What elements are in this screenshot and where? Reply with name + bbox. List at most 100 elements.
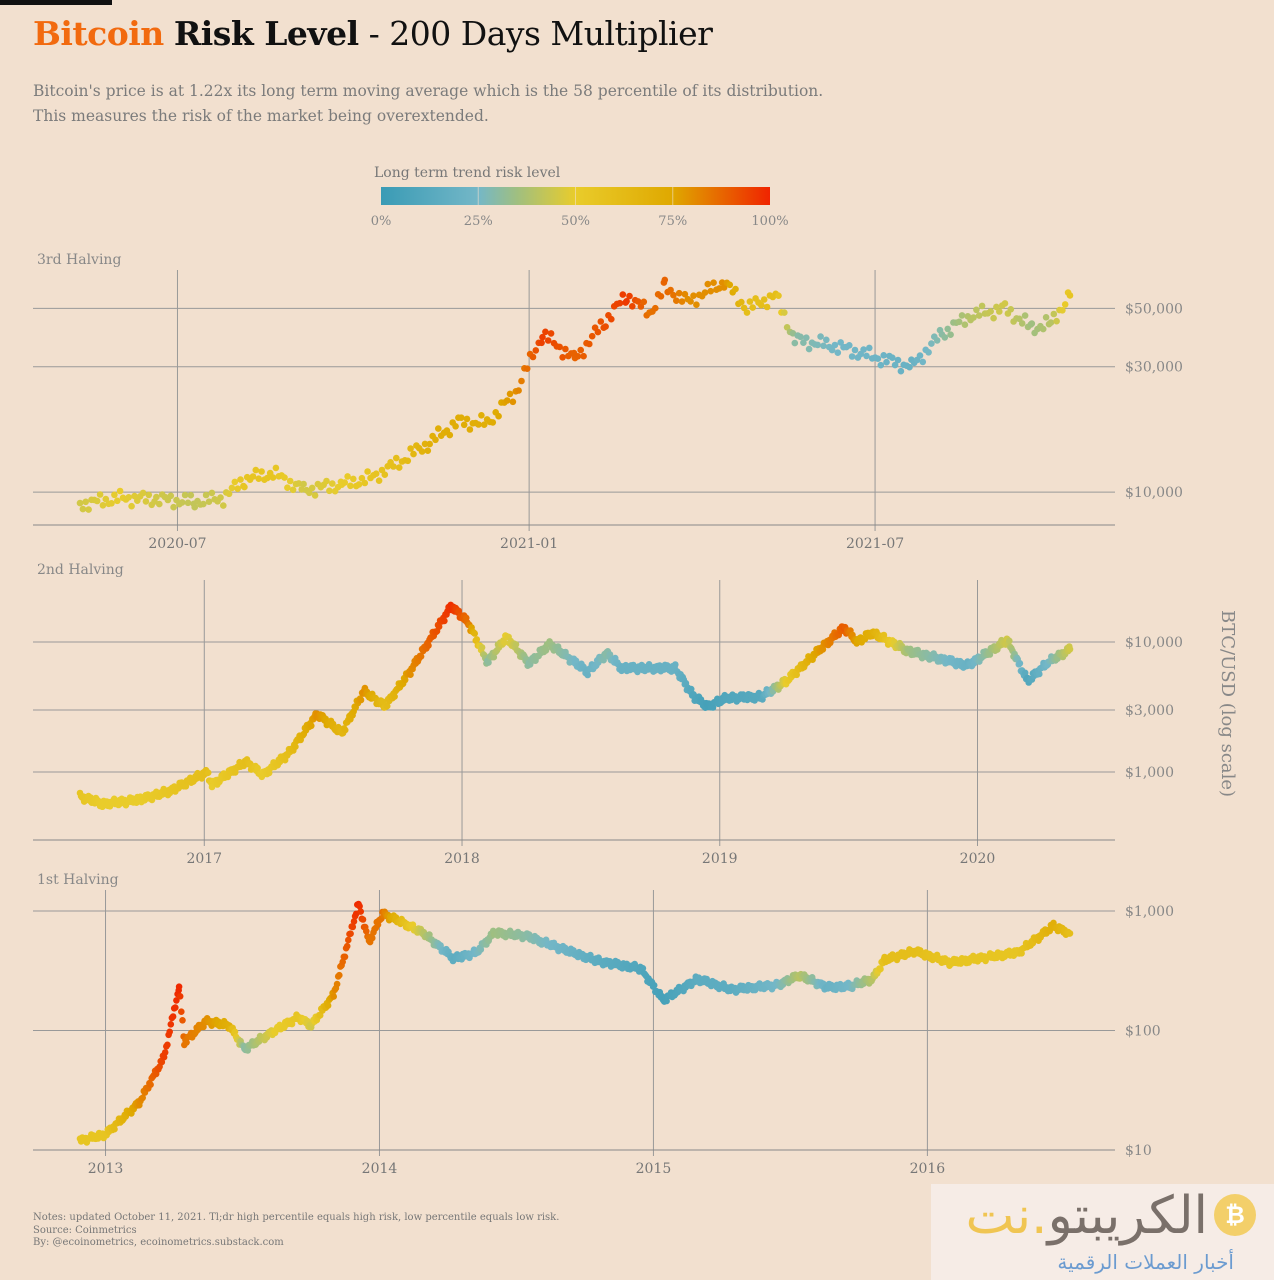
data-point xyxy=(1059,307,1066,314)
data-point xyxy=(202,491,210,499)
data-point xyxy=(350,475,357,483)
x-tick-label: 2016 xyxy=(910,1161,946,1177)
data-point xyxy=(358,474,366,482)
x-tick-label: 2020-07 xyxy=(148,536,206,552)
data-point xyxy=(425,642,432,649)
data-point xyxy=(640,298,648,306)
data-point xyxy=(435,623,443,630)
data-point xyxy=(846,342,853,349)
data-point xyxy=(167,492,175,500)
data-point xyxy=(170,503,177,511)
data-point xyxy=(401,676,409,684)
y-tick-label: $10,000 xyxy=(1125,635,1183,651)
data-point xyxy=(597,318,605,325)
data-point xyxy=(506,390,514,398)
data-point xyxy=(803,334,810,342)
data-point xyxy=(928,340,935,347)
data-point xyxy=(254,764,261,772)
data-point xyxy=(477,946,485,953)
data-point xyxy=(357,696,365,704)
data-point xyxy=(947,331,954,339)
data-point xyxy=(156,500,163,508)
data-point xyxy=(375,477,383,485)
data-point xyxy=(1066,930,1074,937)
data-point xyxy=(594,328,602,336)
data-point xyxy=(863,352,870,360)
data-point xyxy=(523,365,531,373)
data-point xyxy=(652,304,659,312)
x-tick-label: 2020 xyxy=(960,851,996,867)
data-point xyxy=(1016,660,1024,667)
data-point xyxy=(883,358,890,366)
data-point xyxy=(501,639,508,646)
data-point xyxy=(452,423,459,430)
data-point xyxy=(1006,637,1013,645)
data-point xyxy=(295,480,303,487)
data-point xyxy=(848,353,856,360)
data-point xyxy=(369,934,376,942)
data-point xyxy=(941,334,949,341)
data-point xyxy=(404,457,412,465)
data-point xyxy=(176,993,184,1000)
data-point xyxy=(820,342,827,350)
data-point xyxy=(99,502,107,509)
data-point xyxy=(333,980,341,988)
data-point xyxy=(432,436,439,444)
data-point xyxy=(220,502,227,509)
data-point xyxy=(916,352,924,359)
data-point xyxy=(572,657,580,665)
data-point xyxy=(580,352,587,360)
data-point xyxy=(349,923,357,931)
data-point xyxy=(1001,300,1009,307)
data-point xyxy=(1053,317,1060,325)
subtitle-line-2: This measures the risk of the market bei… xyxy=(33,107,489,125)
data-point xyxy=(623,298,630,305)
data-point xyxy=(891,361,899,369)
data-point xyxy=(281,474,288,481)
data-point xyxy=(255,475,262,483)
data-point xyxy=(463,415,471,423)
data-point xyxy=(743,309,751,316)
data-point xyxy=(512,641,520,648)
data-point xyxy=(529,353,537,361)
data-point xyxy=(466,426,474,433)
data-point xyxy=(184,499,192,507)
data-point xyxy=(503,397,511,404)
data-point xyxy=(793,671,800,679)
data-point xyxy=(169,1013,177,1020)
data-point xyxy=(153,493,160,501)
data-point xyxy=(661,276,669,284)
data-point xyxy=(125,494,132,501)
data-point xyxy=(532,347,540,354)
data-point xyxy=(1047,319,1055,326)
panel-title: 1st Halving xyxy=(37,872,119,888)
data-point xyxy=(205,498,213,506)
scatter-points xyxy=(76,276,1074,513)
data-point xyxy=(158,1058,166,1066)
data-point xyxy=(1021,312,1029,319)
data-point xyxy=(76,499,84,507)
data-point xyxy=(616,299,624,307)
data-point xyxy=(542,328,549,336)
data-point xyxy=(79,505,87,513)
x-tick-label: 2021-01 xyxy=(500,536,558,552)
legend-title: Long term trend risk level xyxy=(374,165,561,181)
data-point xyxy=(634,298,642,305)
data-point xyxy=(231,1028,239,1036)
data-point xyxy=(341,953,349,961)
data-point xyxy=(1066,645,1074,653)
data-point xyxy=(817,333,824,340)
data-point xyxy=(225,490,233,498)
legend-tick-label: 25% xyxy=(464,214,493,229)
data-point xyxy=(418,448,426,455)
data-point xyxy=(681,290,689,298)
data-point xyxy=(577,346,584,354)
data-point xyxy=(1018,320,1026,327)
data-point xyxy=(330,993,338,1000)
data-point xyxy=(996,308,1003,315)
data-point xyxy=(395,464,403,471)
data-point xyxy=(204,769,212,776)
subtitle-line-1: Bitcoin's price is at 1.22x its long ter… xyxy=(33,82,824,100)
data-point xyxy=(973,306,980,314)
